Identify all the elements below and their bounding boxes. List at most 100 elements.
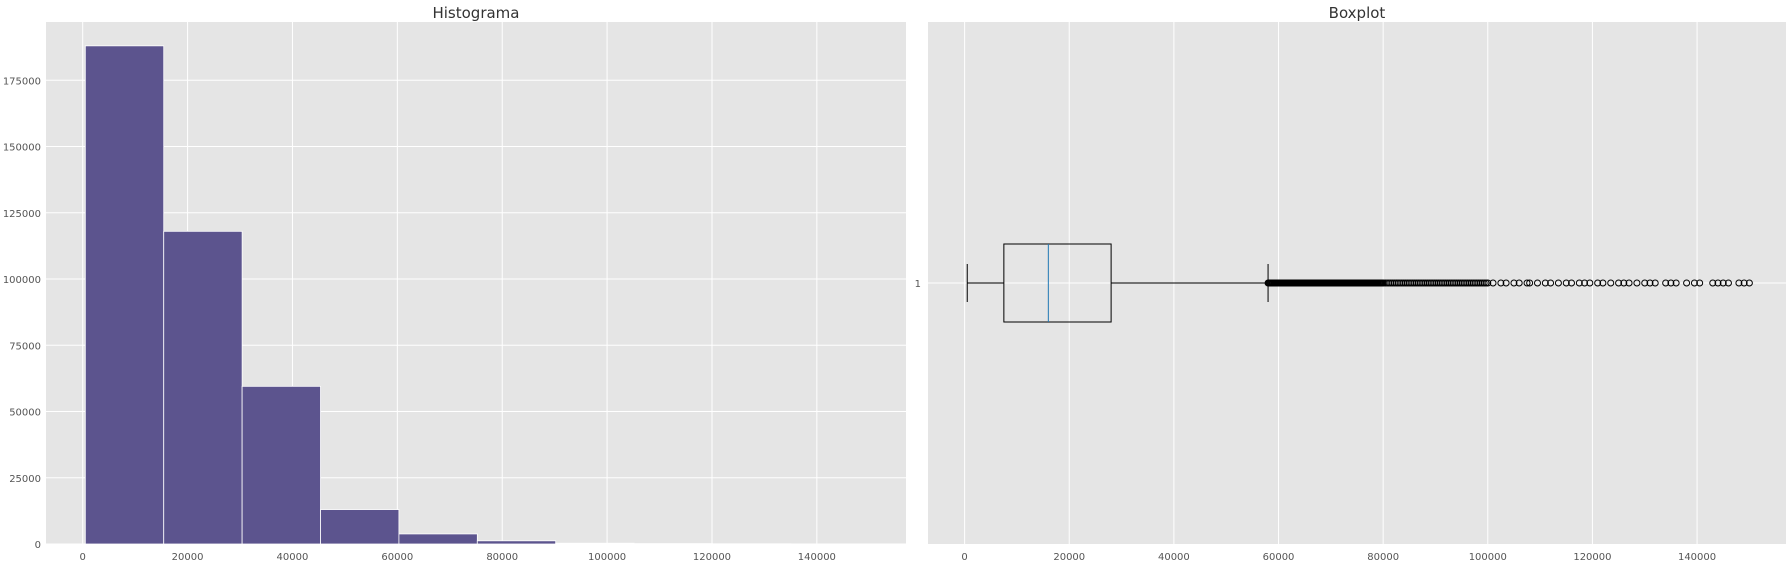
boxplot-outlier-point xyxy=(1480,279,1488,287)
boxplot-outlier-point xyxy=(1497,279,1505,287)
boxplot-x-tick-label: 140000 xyxy=(1678,552,1716,563)
boxplot-x-tick-label: 60000 xyxy=(1263,552,1295,563)
boxplot-outlier-point xyxy=(1425,279,1433,287)
histogram-bar xyxy=(476,540,557,545)
boxplot-outlier-point xyxy=(1482,279,1490,287)
boxplot-outlier-point xyxy=(1594,279,1602,287)
boxplot-outlier-point xyxy=(1523,279,1531,287)
boxplot-outlier-point xyxy=(1449,279,1457,287)
boxplot-outlier-point xyxy=(1379,279,1387,287)
boxplot-outlier-point xyxy=(1389,279,1397,287)
boxplot-x-tick-label: 120000 xyxy=(1573,552,1611,563)
histogram-y-tick-label: 100000 xyxy=(3,275,41,286)
boxplot-outlier-point xyxy=(1484,279,1492,287)
histogram-y-tick-label: 50000 xyxy=(9,408,41,419)
boxplot-outlier-point xyxy=(1436,279,1444,287)
boxplot-outlier-point xyxy=(1515,279,1523,287)
boxplot-outlier-point xyxy=(1444,279,1452,287)
boxplot-outlier-point xyxy=(1471,279,1479,287)
boxplot-outlier-point xyxy=(1390,279,1398,287)
boxplot-outlier-point xyxy=(1672,279,1680,287)
boxplot-outlier-point xyxy=(1460,279,1468,287)
boxplot-outlier-point xyxy=(1575,279,1583,287)
boxplot-outlier-point xyxy=(1745,279,1753,287)
boxplot-x-tick-label: 0 xyxy=(961,552,967,563)
boxplot-outlier-point xyxy=(1442,279,1450,287)
boxplot-outlier-point xyxy=(1422,279,1430,287)
boxplot-outlier-point xyxy=(1599,279,1607,287)
boxplot-outlier-point xyxy=(1641,279,1649,287)
boxplot-marks xyxy=(966,243,1269,323)
boxplot-outlier-point xyxy=(1615,279,1623,287)
boxplot-outlier-point xyxy=(1414,279,1422,287)
boxplot-outlier-point xyxy=(1554,279,1562,287)
boxplot-outlier-point xyxy=(1409,279,1417,287)
boxplot-outlier-point xyxy=(1562,279,1570,287)
boxplot-outlier-point xyxy=(1405,279,1413,287)
boxplot-panel: 0 20000 40000 60000 80000 100000 120000 140000 … xyxy=(915,4,1786,563)
histogram-x-tick-label: 40000 xyxy=(277,552,309,563)
boxplot-outlier-point xyxy=(1445,279,1453,287)
boxplot-outlier-point xyxy=(1719,279,1727,287)
boxplot-outliers xyxy=(1264,279,1753,287)
histogram-x-tick-label: 120000 xyxy=(693,552,731,563)
boxplot-outlier-point xyxy=(1392,279,1400,287)
histogram-x-tick-label: 80000 xyxy=(486,552,518,563)
histogram-x-tick-label: 60000 xyxy=(381,552,413,563)
boxplot-outlier-point xyxy=(1434,279,1442,287)
boxplot-outlier-point xyxy=(1683,279,1691,287)
boxplot-outlier-point xyxy=(1387,279,1395,287)
histogram-y-tick-label: 150000 xyxy=(3,143,41,154)
boxplot-x-tick-label: 100000 xyxy=(1469,552,1507,563)
boxplot-x-ticks: 0 20000 40000 60000 80000 100000 120000 140000 xyxy=(961,552,1716,563)
boxplot-outlier-point xyxy=(1411,279,1419,287)
boxplot-outlier-point xyxy=(1581,279,1589,287)
boxplot-outlier-point xyxy=(1541,279,1549,287)
boxplot-category-label: 1 xyxy=(915,279,921,290)
boxplot-outlier-point xyxy=(1454,279,1462,287)
histogram-y-tick-label: 75000 xyxy=(9,341,41,352)
histogram-bar xyxy=(320,509,400,545)
boxplot-outlier-point xyxy=(1526,279,1534,287)
boxplot-outlier-point xyxy=(1489,279,1497,287)
boxplot-outlier-point xyxy=(1469,279,1477,287)
boxplot-outlier-point xyxy=(1651,279,1659,287)
boxplot-outlier-point xyxy=(1416,279,1424,287)
boxplot-outlier-point xyxy=(1625,279,1633,287)
boxplot-outlier-point xyxy=(1502,279,1510,287)
boxplot-outlier-point xyxy=(1586,279,1594,287)
boxplot-outlier-point xyxy=(1533,279,1541,287)
boxplot-outlier-point xyxy=(1568,279,1575,287)
histogram-bar xyxy=(555,542,635,545)
boxplot-outlier-point xyxy=(1467,279,1475,287)
histogram-y-tick-label: 0 xyxy=(35,540,41,551)
boxplot-outlier-point xyxy=(1633,279,1641,287)
boxplot-outlier-point xyxy=(1696,279,1704,287)
boxplot-x-tick-label: 80000 xyxy=(1367,552,1399,563)
histogram-x-tick-label: 20000 xyxy=(172,552,204,563)
boxplot-outlier-point xyxy=(1714,279,1722,287)
boxplot-outlier-point xyxy=(1433,279,1441,287)
boxplot-outlier-point xyxy=(1465,279,1473,287)
histogram-x-tick-label: 140000 xyxy=(798,552,836,563)
histogram-y-tick-label: 25000 xyxy=(9,474,41,485)
boxplot-outlier-point xyxy=(1429,279,1437,287)
boxplot-outlier-point xyxy=(1458,279,1466,287)
histogram-bar xyxy=(163,230,243,545)
boxplot-outlier-point xyxy=(1462,279,1470,287)
boxplot-outlier-point xyxy=(1383,279,1391,287)
boxplot-outlier-point xyxy=(1447,279,1455,287)
boxplot-outlier-point xyxy=(1464,279,1472,287)
boxplot-title: Boxplot xyxy=(1329,4,1386,22)
boxplot-outlier-point xyxy=(1476,279,1484,287)
histogram-x-ticks: 0 20000 40000 60000 80000 100000 120000 140000 xyxy=(80,552,836,563)
boxplot-outlier-point xyxy=(1478,279,1486,287)
histogram-y-ticks: 0 25000 50000 75000 100000 125000 150000 175000 xyxy=(3,76,41,551)
histogram-bars xyxy=(84,45,870,545)
boxplot-outlier-point xyxy=(1385,279,1393,287)
boxplot-outlier-point xyxy=(1398,279,1406,287)
boxplot-outlier-point xyxy=(1394,279,1402,287)
histogram-x-tick-label: 100000 xyxy=(588,552,626,563)
boxplot-outlier-point xyxy=(1403,279,1411,287)
